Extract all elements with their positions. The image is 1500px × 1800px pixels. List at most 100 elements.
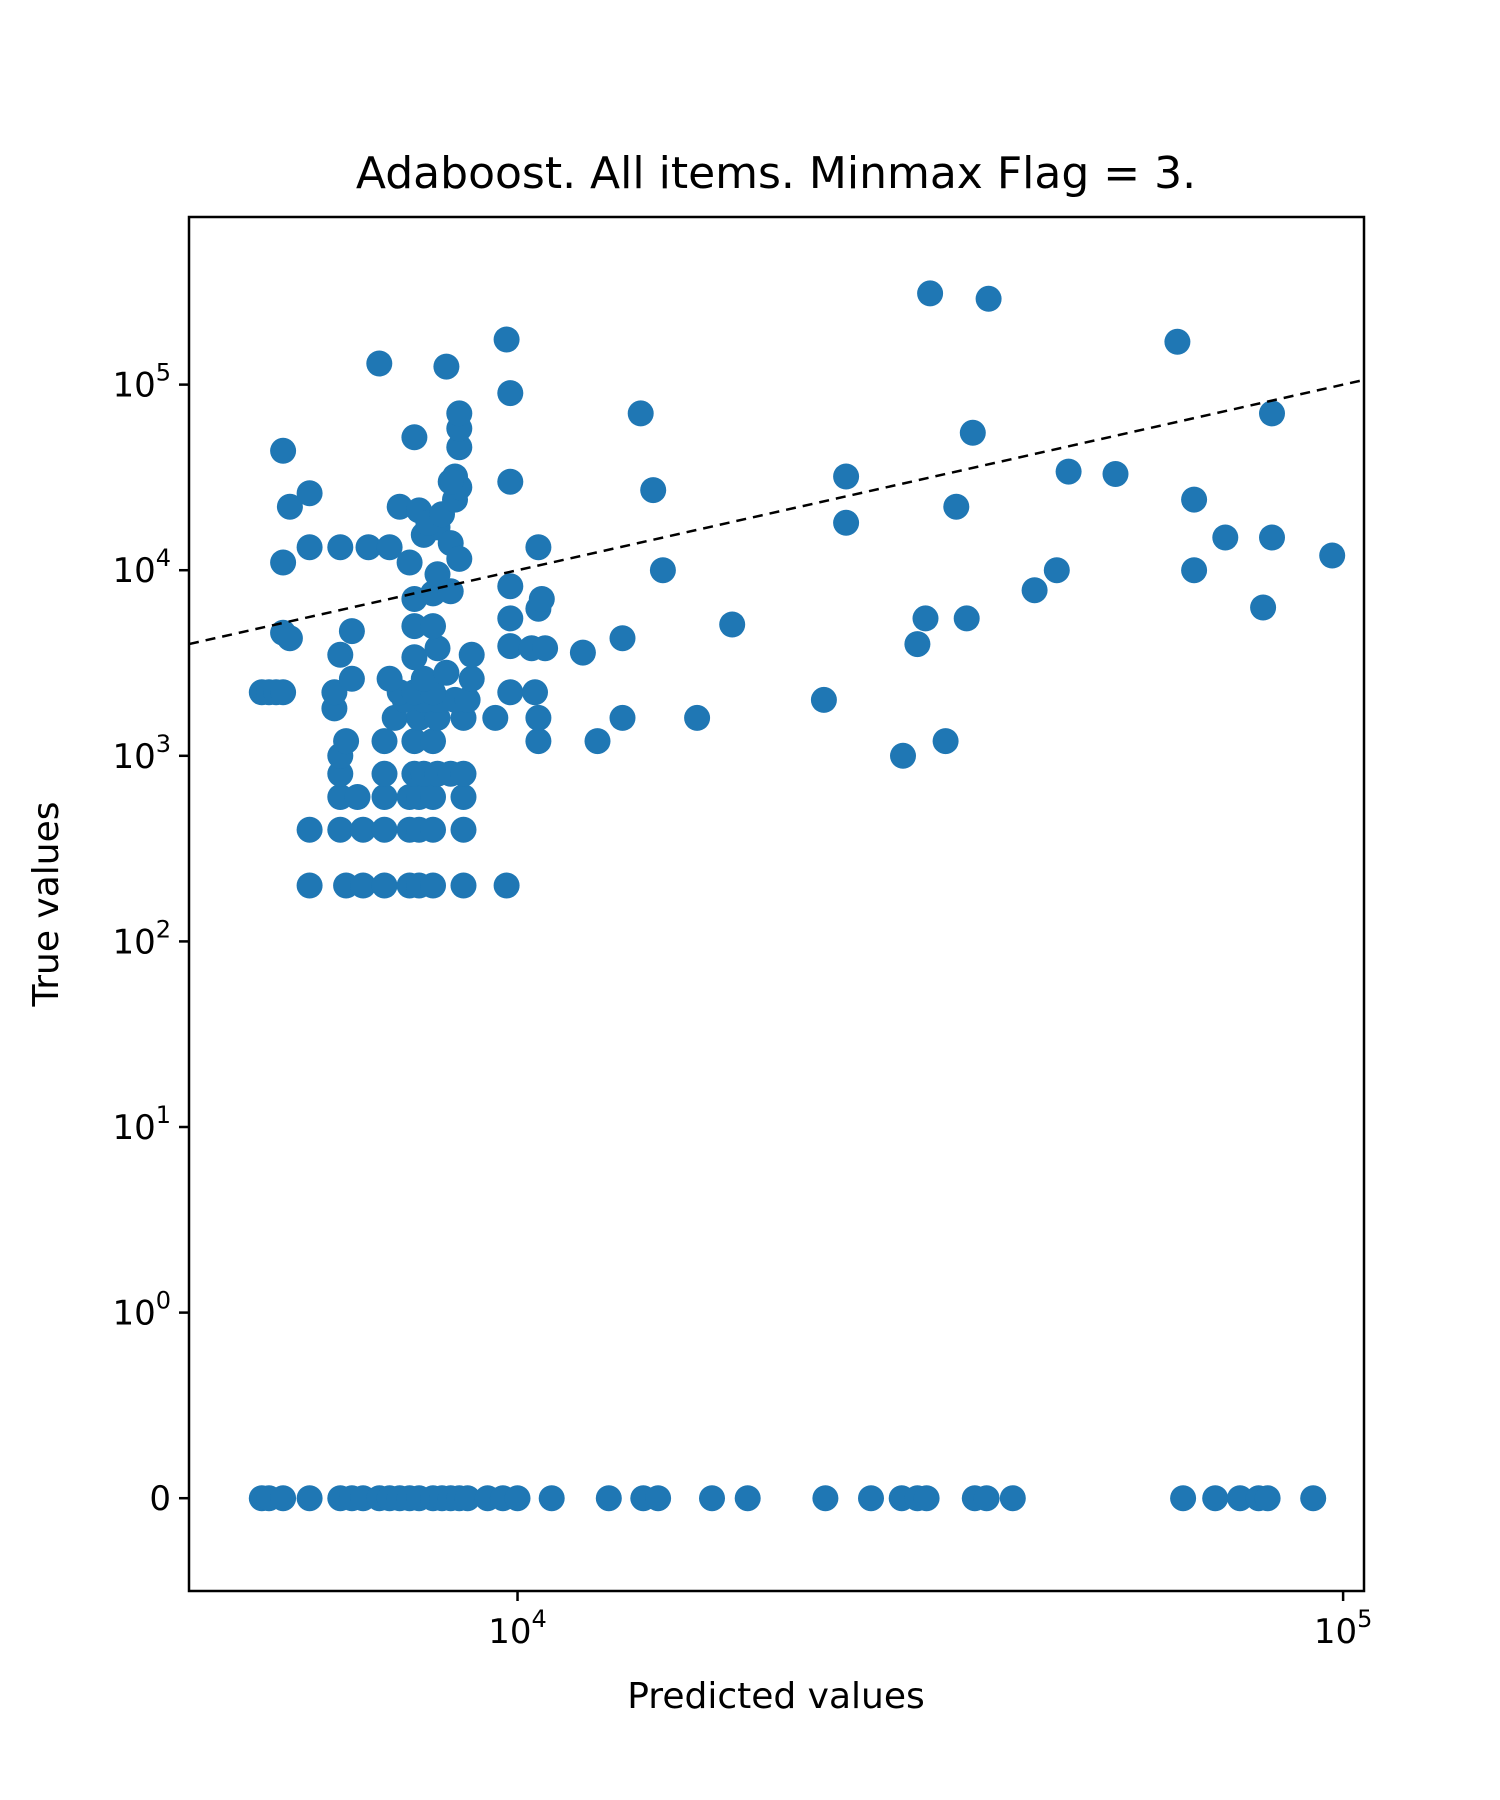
scatter-point <box>371 872 398 899</box>
scatter-point <box>424 561 451 588</box>
scatter-point <box>525 728 552 755</box>
scatter-point <box>350 816 377 843</box>
scatter-point <box>338 665 365 692</box>
y-axis-ticks: 0 100 101 102 103 104 105 <box>112 359 189 1519</box>
scatter-point <box>276 493 303 520</box>
x-tick-label: 104 <box>488 1605 547 1652</box>
scatter-point <box>446 545 473 572</box>
scatter-point <box>959 419 986 446</box>
chart-title: Adaboost. All items. Minmax Flag = 3. <box>356 148 1196 199</box>
scatter-point <box>327 760 354 787</box>
scatter-point <box>569 639 596 666</box>
scatter-point <box>371 728 398 755</box>
scatter-point <box>410 665 437 692</box>
scatter-point <box>454 686 481 713</box>
scatter-point <box>649 557 676 584</box>
scatter-point <box>327 641 354 668</box>
scatter-point <box>1102 461 1129 487</box>
scatter-point <box>999 1485 1026 1512</box>
scatter-point <box>719 611 746 638</box>
scatter-point <box>420 613 446 640</box>
scatter-point <box>645 1485 672 1512</box>
scatter-point <box>734 1485 761 1512</box>
scatter-point <box>917 280 944 307</box>
reference-diagonal-line <box>188 378 1365 646</box>
scatter-point <box>1250 594 1277 621</box>
y-tick-label: 102 <box>112 915 171 962</box>
scatter-point <box>1319 542 1346 569</box>
scatter-point <box>401 424 428 451</box>
scatter-point <box>904 631 931 658</box>
scatter-point <box>420 872 446 899</box>
y-tick-label: 105 <box>112 359 171 406</box>
scatter-point <box>858 1485 884 1512</box>
y-tick-label: 101 <box>112 1101 171 1148</box>
scatter-point <box>296 480 323 507</box>
scatter-point <box>450 760 477 787</box>
scatter-point <box>609 625 636 652</box>
scatter-point <box>420 784 446 810</box>
scatter-point <box>497 633 524 660</box>
scatter-point <box>525 534 552 561</box>
scatter-point <box>1259 524 1285 551</box>
scatter-point <box>446 434 473 461</box>
scatter-point <box>1170 1485 1197 1512</box>
scatter-point <box>810 686 837 713</box>
scatter-point <box>699 1485 725 1512</box>
scatter-point <box>953 605 980 632</box>
x-axis-ticks: 104 105 <box>488 1591 1372 1652</box>
scatter-point <box>890 742 916 769</box>
scatter-point <box>1202 1485 1229 1512</box>
scatter-point <box>371 784 398 810</box>
x-tick-label: 105 <box>1314 1605 1373 1652</box>
scatter-point <box>609 704 636 731</box>
scatter-point <box>1259 400 1285 427</box>
scatter-point <box>296 534 323 561</box>
scatter-point <box>1043 557 1070 584</box>
scatter-point <box>528 586 555 612</box>
scatter-point <box>401 728 428 755</box>
scatter-point <box>321 679 348 706</box>
scatter-point <box>833 463 860 490</box>
scatter-point <box>270 437 297 464</box>
y-axis-label: True values <box>26 802 67 1008</box>
scatter-point <box>1254 1485 1281 1512</box>
scatter-point <box>327 534 354 561</box>
scatter-point <box>433 353 460 380</box>
scatter-point <box>1212 524 1239 551</box>
scatter-point <box>913 1485 940 1512</box>
scatter-point <box>497 605 524 632</box>
scatter-point <box>446 400 473 427</box>
scatter-point <box>497 380 524 407</box>
scatter-point <box>1055 458 1082 485</box>
scatter-point <box>366 350 393 377</box>
scatter-point <box>401 613 428 640</box>
scatter-point <box>371 816 398 843</box>
scatter-point <box>424 704 451 731</box>
scatter-point <box>450 816 477 843</box>
scatter-point <box>437 468 464 495</box>
scatter-point <box>482 704 509 731</box>
scatter-point <box>973 1485 1000 1512</box>
scatter-point <box>497 573 524 600</box>
scatter-point <box>932 728 959 755</box>
scatter-point <box>595 1485 622 1512</box>
scatter-point <box>270 679 297 706</box>
scatter-point <box>296 872 323 899</box>
scatter-point <box>1021 577 1048 604</box>
scatter-point <box>497 468 524 495</box>
scatter-point <box>458 665 485 692</box>
scatter-point <box>497 679 524 706</box>
scatter-point <box>684 704 711 731</box>
scatter-point <box>401 644 428 671</box>
scatter-point <box>433 659 460 686</box>
scatter-point <box>584 728 611 755</box>
scatter-point <box>338 618 365 645</box>
scatter-point <box>355 534 382 561</box>
scatter-point <box>450 784 477 810</box>
scatter-point <box>376 665 403 692</box>
scatter-point <box>386 493 413 520</box>
scatter-point <box>1227 1485 1253 1512</box>
scatter-point <box>296 816 323 843</box>
